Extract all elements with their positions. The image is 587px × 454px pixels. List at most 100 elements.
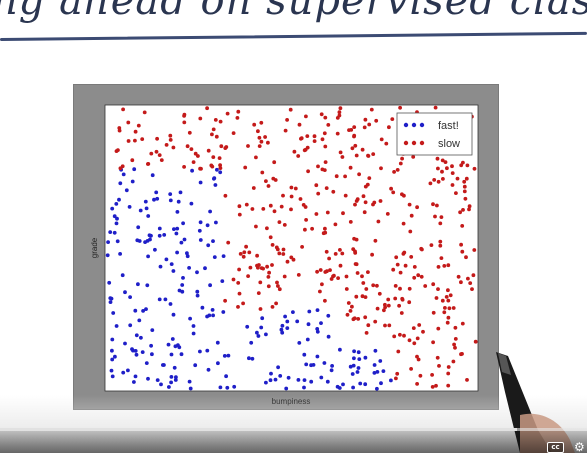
slow-point	[448, 293, 453, 298]
fast-point	[200, 305, 205, 310]
slow-point	[254, 155, 258, 160]
fast-point	[259, 325, 264, 330]
fast-point	[256, 334, 261, 338]
slow-point	[473, 339, 478, 344]
slow-point	[237, 212, 242, 217]
slow-point	[450, 171, 455, 175]
slow-point	[395, 262, 400, 267]
slow-point	[373, 319, 378, 324]
slow-point	[338, 106, 343, 111]
fast-point	[195, 270, 199, 275]
legend-fast-marker	[403, 122, 425, 128]
slow-point	[409, 255, 414, 259]
slow-point	[371, 202, 375, 207]
slow-point	[356, 317, 361, 321]
fast-point	[128, 295, 132, 299]
slow-point	[407, 202, 412, 207]
fast-point	[322, 361, 327, 365]
slow-point	[237, 267, 242, 272]
slow-point	[320, 137, 325, 142]
slow-point	[385, 212, 390, 216]
slow-point	[443, 160, 448, 164]
slow-point	[275, 280, 279, 285]
fast-point	[297, 341, 302, 345]
slow-point	[272, 160, 277, 165]
captions-button[interactable]: cc	[547, 442, 564, 453]
slow-point	[439, 256, 444, 260]
fast-point	[338, 347, 342, 352]
slow-point	[409, 367, 413, 371]
slow-point	[214, 134, 219, 139]
fast-point	[198, 220, 203, 225]
fast-point	[205, 223, 210, 228]
slow-point	[407, 300, 412, 305]
slow-point	[277, 251, 282, 256]
gear-icon[interactable]: ⚙	[574, 440, 585, 454]
fast-point	[319, 321, 323, 325]
slow-point	[323, 270, 328, 274]
fast-point	[180, 289, 185, 294]
slow-point	[205, 106, 210, 111]
slow-point	[363, 315, 368, 320]
fast-point	[138, 208, 143, 213]
slow-point	[353, 251, 358, 255]
slow-point	[254, 224, 258, 229]
slow-point	[304, 218, 308, 222]
fast-point	[225, 385, 230, 390]
slow-point	[395, 168, 400, 172]
fast-point	[143, 199, 148, 204]
fast-point	[123, 290, 127, 295]
fast-point	[171, 269, 176, 273]
slow-point	[446, 383, 451, 388]
slow-point	[400, 156, 404, 161]
slow-point	[398, 161, 403, 166]
slow-point	[314, 183, 319, 188]
fast-point	[179, 352, 184, 357]
fast-point	[326, 334, 331, 339]
slow-point	[260, 170, 265, 175]
slow-point	[450, 183, 455, 187]
fast-point	[148, 237, 152, 242]
slow-point	[400, 297, 405, 302]
slow-point	[272, 209, 277, 214]
fast-point	[108, 230, 113, 235]
slow-point	[387, 323, 392, 328]
fast-point	[215, 167, 219, 172]
slow-point	[400, 192, 404, 197]
slow-point	[334, 174, 339, 179]
slow-point	[299, 136, 304, 141]
scatter-plot-svg: fast! slow bumpiness grade	[90, 104, 479, 406]
fast-point	[296, 378, 301, 382]
slow-point	[401, 221, 406, 226]
slow-point	[455, 176, 460, 181]
slow-point	[434, 296, 439, 300]
fast-point	[329, 368, 334, 373]
slow-point	[343, 193, 348, 198]
slow-point	[354, 237, 359, 242]
fast-point	[191, 324, 196, 328]
slow-point	[416, 357, 421, 362]
fast-point	[110, 348, 114, 353]
legend-dot	[419, 140, 425, 146]
fast-point	[188, 316, 192, 321]
slow-point	[340, 251, 345, 256]
slow-point	[463, 196, 468, 201]
slow-point	[304, 114, 308, 119]
fast-point	[179, 240, 184, 245]
slow-point	[268, 235, 273, 240]
fast-point	[216, 361, 220, 366]
slow-point	[142, 110, 147, 115]
slow-point	[326, 123, 331, 127]
slow-point	[470, 287, 474, 291]
slow-point	[323, 144, 328, 149]
slow-point	[393, 284, 398, 288]
fast-point	[351, 385, 355, 390]
progress-track[interactable]	[0, 428, 587, 431]
slow-point	[376, 219, 381, 224]
slow-point	[305, 145, 310, 150]
slow-point	[344, 274, 349, 279]
slow-point	[354, 153, 359, 158]
slow-point	[136, 123, 141, 128]
slow-point	[415, 382, 419, 386]
slow-point	[402, 250, 407, 255]
